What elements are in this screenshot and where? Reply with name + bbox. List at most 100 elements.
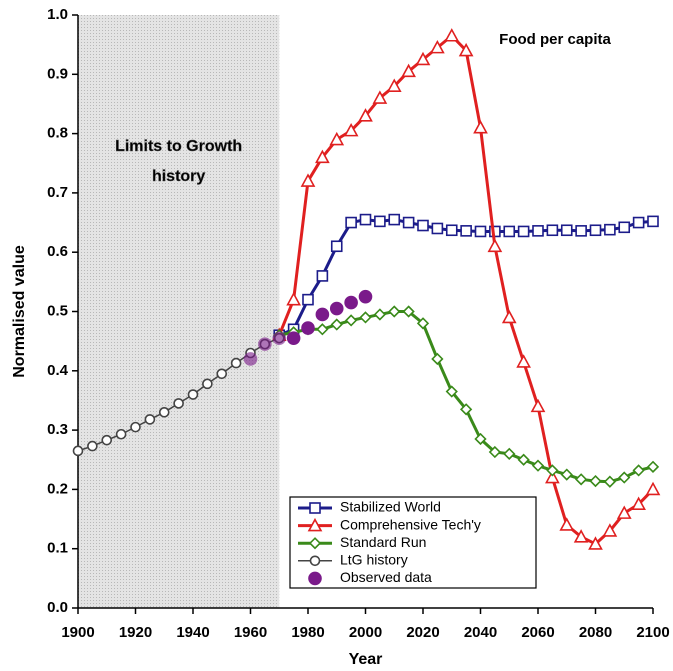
y-tick-label: 0.3 — [47, 421, 68, 438]
marker — [517, 453, 530, 466]
y-tick-label: 0.6 — [47, 243, 68, 260]
marker — [545, 469, 560, 484]
marker — [632, 216, 645, 229]
marker — [386, 78, 402, 92]
legend-label: Stabilized World — [340, 499, 441, 515]
marker — [316, 323, 329, 336]
legend-label: LtG history — [340, 552, 408, 568]
marker — [503, 225, 516, 238]
marker — [345, 216, 357, 229]
marker — [417, 219, 429, 232]
marker — [301, 321, 315, 335]
x-tick-label: 2080 — [579, 624, 612, 641]
marker — [330, 240, 343, 253]
marker — [604, 223, 616, 236]
marker — [501, 309, 517, 324]
series-line — [277, 34, 655, 546]
marker — [388, 213, 401, 226]
marker — [430, 39, 445, 54]
marker — [445, 224, 458, 237]
marker — [158, 407, 170, 418]
history-label: Limits to Growth — [115, 138, 242, 155]
y-tick-label: 0.5 — [47, 302, 68, 319]
marker — [72, 445, 84, 457]
marker — [517, 225, 530, 238]
x-tick-label: 2040 — [464, 624, 497, 641]
marker — [101, 434, 113, 446]
marker — [573, 529, 589, 543]
y-tick-label: 0.4 — [47, 362, 69, 379]
marker — [618, 471, 631, 484]
x-tick-label: 2060 — [521, 624, 554, 641]
marker — [445, 385, 458, 398]
marker — [516, 354, 531, 368]
marker — [230, 357, 242, 369]
legend-marker — [309, 502, 321, 514]
marker — [388, 305, 401, 318]
marker — [546, 224, 559, 237]
marker — [329, 131, 345, 146]
marker — [315, 307, 330, 322]
legend-marker — [308, 571, 322, 586]
marker — [632, 464, 645, 477]
marker — [373, 308, 387, 321]
marker — [358, 289, 373, 304]
marker — [473, 119, 488, 134]
marker — [431, 222, 444, 235]
series-line — [278, 310, 654, 484]
y-tick-label: 0.0 — [47, 599, 68, 616]
x-tick-label: 1980 — [291, 624, 324, 641]
marker — [359, 213, 372, 226]
marker — [316, 270, 329, 282]
marker — [546, 464, 559, 477]
marker — [343, 122, 359, 137]
marker — [330, 318, 343, 331]
marker — [646, 460, 660, 473]
marker — [458, 42, 474, 57]
x-tick-label: 1920 — [119, 624, 152, 641]
legend-label: Standard Run — [340, 534, 426, 550]
marker — [532, 225, 544, 237]
marker — [344, 295, 358, 310]
marker — [87, 440, 98, 452]
marker — [647, 215, 659, 228]
marker — [216, 368, 228, 380]
marker — [415, 51, 431, 66]
marker — [460, 225, 472, 237]
marker — [589, 224, 602, 237]
marker — [588, 536, 603, 550]
x-tick-label: 1960 — [234, 624, 267, 641]
marker — [359, 311, 372, 324]
marker — [401, 63, 416, 78]
marker — [372, 90, 388, 104]
x-tick-label: 1940 — [176, 624, 209, 641]
history-region — [78, 15, 280, 608]
marker — [315, 149, 330, 164]
marker — [488, 445, 502, 459]
marker — [589, 474, 602, 488]
marker — [329, 301, 344, 316]
y-tick-label: 0.7 — [47, 184, 68, 201]
series-line — [278, 218, 654, 337]
marker — [575, 225, 587, 237]
x-tick-label: 2020 — [406, 624, 439, 641]
marker — [503, 447, 516, 460]
marker — [374, 215, 386, 228]
marker — [144, 414, 156, 425]
marker — [631, 496, 646, 511]
marker — [645, 481, 661, 496]
marker — [618, 221, 631, 234]
marker — [574, 473, 588, 486]
marker — [416, 317, 430, 330]
marker — [286, 291, 301, 306]
legend-label: Observed data — [340, 569, 432, 585]
marker — [243, 352, 258, 366]
marker — [258, 337, 272, 351]
y-tick-label: 0.2 — [47, 480, 68, 497]
y-tick-label: 0.8 — [47, 125, 68, 142]
marker — [173, 398, 184, 409]
marker — [431, 352, 444, 366]
y-axis-title: Normalised value — [11, 245, 28, 378]
marker — [115, 428, 127, 440]
marker — [530, 398, 546, 413]
